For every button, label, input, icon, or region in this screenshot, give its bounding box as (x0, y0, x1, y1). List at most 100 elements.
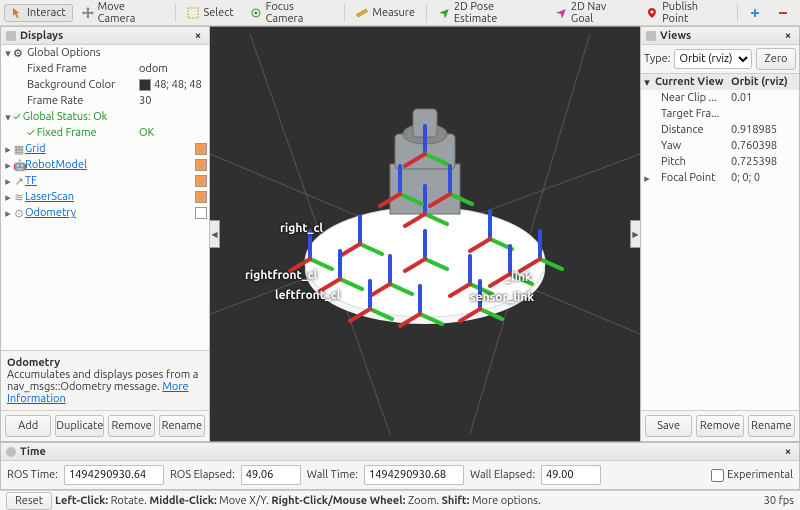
close-icon[interactable]: × (781, 29, 795, 43)
view-prop[interactable]: Distance0.918985 (641, 122, 799, 138)
ros-time-label: ROS Time: (7, 469, 58, 481)
experimental-checkbox[interactable]: Experimental (711, 469, 793, 482)
interact-icon (11, 7, 23, 19)
remove-tool-button[interactable] (770, 4, 796, 22)
view-prop[interactable]: Pitch0.725398 (641, 154, 799, 170)
views-tree[interactable]: ▾Current ViewOrbit (rviz) Near Clip ...0… (641, 74, 799, 410)
checkbox[interactable] (195, 175, 207, 187)
select-icon (187, 7, 199, 19)
views-panel: Views × Type: Orbit (rviz) Zero ▾Current… (640, 26, 800, 442)
time-body: ROS Time: ROS Elapsed: Wall Time: Wall E… (1, 461, 799, 489)
desc-title: Odometry (7, 357, 60, 369)
ok-icon: ✓ (13, 111, 21, 123)
display-item-laserscan[interactable]: ▸≋LaserScan (1, 189, 209, 205)
select-label: Select (203, 7, 233, 19)
duplicate-button[interactable]: Duplicate (55, 415, 104, 437)
wall-time-field[interactable] (364, 465, 464, 485)
fixed-frame-status-label: Fixed Frame (37, 127, 139, 139)
global-status-item[interactable]: Global Status: Ok (23, 111, 209, 123)
viewport-nav-right[interactable]: ▶ (630, 220, 640, 248)
pose-estimate-label: 2D Pose Estimate (454, 1, 539, 25)
publish-point-label: Publish Point (662, 1, 726, 25)
focus-camera-button[interactable]: Focus Camera (243, 0, 341, 28)
views-title: Views (660, 30, 691, 42)
view-prop[interactable]: Target Fra... (641, 106, 799, 122)
checkbox[interactable] (195, 191, 207, 203)
bg-color-label[interactable]: Background Color (27, 79, 139, 91)
remove-button[interactable]: Remove (696, 415, 743, 437)
displays-tree[interactable]: ▾⚙Global Options Fixed Frameodom Backgro… (1, 45, 209, 350)
view-prop[interactable]: Yaw0.760398 (641, 138, 799, 154)
view-prop[interactable]: Near Clip ...0.01 (641, 90, 799, 106)
time-header: Time × (1, 443, 799, 461)
move-camera-label: Move Camera (98, 1, 165, 25)
display-item-odometry[interactable]: ▸⊙Odometry (1, 205, 209, 221)
pose-estimate-button[interactable]: 2D Pose Estimate (431, 0, 546, 28)
view-type-row: Type: Orbit (rviz) Zero (641, 45, 799, 74)
interact-button[interactable]: Interact (4, 4, 73, 22)
time-title: Time (20, 446, 46, 458)
remove-button[interactable]: Remove (108, 415, 154, 437)
displays-header: Displays × (1, 27, 209, 45)
bg-color-value[interactable]: 48; 48; 48 (139, 79, 209, 91)
fps-label: 30 fps (764, 495, 794, 507)
framerate-label[interactable]: Frame Rate (27, 95, 139, 107)
main-toolbar: Interact Move Camera Select Focus Camera… (0, 0, 800, 26)
publish-point-button[interactable]: Publish Point (639, 0, 733, 28)
reset-button[interactable]: Reset (6, 492, 52, 510)
viewport-3d[interactable]: right_cl_linkrightfront_clleftfront_clse… (210, 26, 640, 442)
status-bar: Reset Left-Click: Rotate. Middle-Click: … (0, 490, 800, 510)
options-icon: ⚙ (13, 47, 25, 59)
fixed-frame-label[interactable]: Fixed Frame (27, 63, 139, 75)
wall-time-label: Wall Time: (307, 469, 358, 481)
ros-elapsed-field[interactable] (241, 465, 301, 485)
view-prop[interactable]: ▸Focal Point0; 0; 0 (641, 170, 799, 186)
close-icon[interactable]: × (191, 29, 205, 43)
current-view-label[interactable]: Current View (653, 76, 731, 88)
displays-panel: Displays × ▾⚙Global Options Fixed Frameo… (0, 26, 210, 442)
minus-icon (777, 7, 789, 19)
panel-icon (5, 30, 17, 42)
save-button[interactable]: Save (645, 415, 692, 437)
display-item-grid[interactable]: ▸▦Grid (1, 141, 209, 157)
fixed-frame-value[interactable]: odom (139, 63, 209, 75)
select-button[interactable]: Select (180, 4, 240, 22)
displays-title: Displays (20, 30, 63, 42)
move-camera-button[interactable]: Move Camera (75, 0, 172, 28)
tf-frame-label: _link (505, 271, 532, 284)
close-icon[interactable]: × (781, 445, 795, 459)
nav-goal-button[interactable]: 2D Nav Goal (548, 0, 637, 28)
add-tool-button[interactable] (742, 4, 768, 22)
checkbox[interactable] (195, 143, 207, 155)
global-options-item[interactable]: Global Options (27, 47, 209, 59)
measure-button[interactable]: Measure (349, 4, 422, 22)
wall-elapsed-field[interactable] (541, 465, 601, 485)
measure-icon (356, 7, 368, 19)
viewport-nav-left[interactable]: ◀ (210, 220, 220, 248)
display-item-tf[interactable]: ▸↗TF (1, 173, 209, 189)
ros-elapsed-label: ROS Elapsed: (170, 469, 235, 481)
view-type-label: Type: (644, 53, 670, 65)
tf-frame-label: rightfront_cl (245, 269, 317, 282)
rename-button[interactable]: Rename (159, 415, 205, 437)
tf-frame-label: leftfront_cl (275, 289, 340, 302)
view-type-select[interactable]: Orbit (rviz) (674, 49, 752, 69)
panel-icon (645, 30, 657, 42)
status-help: Left-Click: Rotate. Middle-Click: Move X… (55, 495, 541, 507)
panel-icon (5, 446, 17, 458)
add-button[interactable]: Add (5, 415, 51, 437)
checkbox[interactable] (195, 159, 207, 171)
zero-button[interactable]: Zero (756, 48, 796, 70)
pose-estimate-icon (438, 7, 450, 19)
framerate-value[interactable]: 30 (139, 95, 209, 107)
viewport-scene (210, 27, 640, 441)
publish-point-icon (646, 7, 658, 19)
tf-frame-label: right_cl (280, 222, 323, 235)
display-description: Odometry Accumulates and displays poses … (1, 350, 209, 410)
checkbox[interactable] (195, 207, 207, 219)
measure-label: Measure (372, 7, 415, 19)
ros-time-field[interactable] (64, 465, 164, 485)
display-item-robotmodel[interactable]: ▸🤖RobotModel (1, 157, 209, 173)
focus-camera-label: Focus Camera (266, 1, 334, 25)
rename-button[interactable]: Rename (748, 415, 795, 437)
